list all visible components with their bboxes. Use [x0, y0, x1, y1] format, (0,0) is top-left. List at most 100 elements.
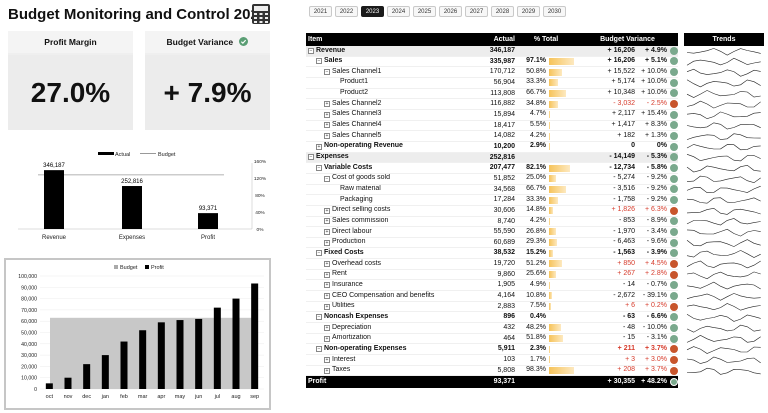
row-pct-bar [549, 239, 557, 247]
legend-actual-label: Actual [115, 152, 130, 158]
row-pct: 82.1% [526, 163, 546, 171]
collapse-toggle-icon[interactable]: − [324, 69, 330, 76]
row-variance-cell: + 5,174 + 10.0% [577, 78, 678, 88]
expand-toggle-icon[interactable]: + [324, 133, 330, 140]
row-pct: 51.8% [526, 334, 546, 342]
expand-toggle-icon[interactable]: + [324, 239, 330, 246]
row-pct-bar [549, 249, 553, 257]
row-actual: 4,164 [497, 292, 515, 300]
year-button-2022[interactable]: 2022 [335, 6, 358, 17]
row-label-cell: + Direct selling costs [306, 206, 484, 216]
collapse-toggle-icon[interactable]: − [316, 165, 322, 172]
row-var-abs: + 267 [617, 270, 635, 278]
expand-toggle-icon[interactable]: + [324, 271, 330, 278]
collapse-toggle-icon[interactable]: − [308, 154, 314, 161]
row-actual: 30,606 [493, 206, 515, 214]
row-actual: 464 [503, 334, 515, 342]
expand-toggle-icon[interactable]: + [324, 292, 330, 299]
expand-toggle-icon[interactable]: + [324, 324, 330, 331]
y-tick-label: 50,000 [21, 331, 37, 337]
collapse-toggle-icon[interactable]: − [316, 250, 322, 257]
year-button-2023[interactable]: 2023 [361, 6, 384, 17]
row-label: Sales Channel1 [332, 67, 382, 75]
row-label: Product1 [340, 78, 369, 86]
row-label-cell: + Taxes [306, 366, 484, 376]
row-pct-cell: 5.5% [515, 121, 577, 131]
y-tick-label: 70,000 [21, 308, 37, 314]
profit-status-dot [670, 378, 678, 387]
row-pct-bar [549, 132, 550, 140]
y-tick-label: 30,000 [21, 353, 37, 359]
year-button-2030[interactable]: 2030 [543, 6, 566, 17]
year-button-2029[interactable]: 2029 [517, 6, 540, 17]
row-pct-bar [549, 207, 553, 215]
row-var-abs: + 16,206 [607, 57, 635, 65]
row-var-abs: + 1,826 [611, 206, 635, 214]
row-status-dot [670, 355, 678, 364]
row-label-cell: + Depreciation [306, 323, 484, 333]
profit-variance: + 30,355 + 48.2% [577, 376, 678, 388]
legend-profit-label: Profit [151, 265, 164, 271]
row-status-dot [670, 238, 678, 247]
expand-toggle-icon[interactable]: + [324, 101, 330, 108]
expand-toggle-icon[interactable]: + [324, 122, 330, 129]
expand-toggle-icon[interactable]: + [324, 228, 330, 235]
trend-sparkline [686, 356, 761, 364]
collapse-toggle-icon[interactable]: − [316, 346, 322, 353]
collapse-toggle-icon[interactable]: − [308, 47, 314, 54]
table-row: + Amortization 464 51.8% - 15 - 3.1% [306, 334, 678, 345]
profit-bar-feb [120, 341, 128, 389]
year-button-2024[interactable]: 2024 [387, 6, 410, 17]
row-pct-cell: 4.7% [515, 110, 577, 120]
row-var-pct: + 10.0% [641, 67, 667, 75]
row-pct-bar [549, 356, 550, 364]
expand-toggle-icon[interactable]: + [324, 207, 330, 214]
row-pct: 4.2% [530, 217, 546, 224]
row-label-cell: + Sales commission [306, 217, 484, 227]
collapse-toggle-icon[interactable]: − [316, 314, 322, 321]
y-tick-label: 90,000 [21, 285, 37, 291]
row-variance-cell: + 211 + 3.7% [577, 344, 678, 354]
row-variance-cell: + 267 + 2.8% [577, 270, 678, 280]
y-tick-label: 0 [34, 387, 37, 393]
row-variance-cell: - 1,970 - 3.4% [577, 227, 678, 237]
expand-toggle-icon[interactable]: + [324, 218, 330, 225]
expand-toggle-icon[interactable]: + [324, 335, 330, 342]
row-var-pct: - 3.1% [646, 334, 667, 342]
collapse-toggle-icon[interactable]: − [316, 58, 322, 65]
header-budget-variance: Budget Variance [600, 36, 655, 43]
expand-toggle-icon[interactable]: + [324, 260, 330, 267]
year-button-2028[interactable]: 2028 [491, 6, 514, 17]
row-variance-cell: + 182 + 1.3% [577, 131, 678, 141]
row-pct: 5.5% [530, 121, 546, 129]
expand-toggle-icon[interactable]: + [324, 111, 330, 118]
expand-toggle-icon[interactable]: + [324, 303, 330, 310]
profit-bar-jun [195, 318, 203, 389]
table-row: − Expenses 252,816 - 14,149 - 5.3% [306, 152, 678, 164]
row-pct-bar [549, 260, 562, 268]
collapse-toggle-icon[interactable]: − [324, 175, 330, 182]
year-button-2027[interactable]: 2027 [465, 6, 488, 17]
profit-bar-aug [232, 298, 240, 389]
year-button-2026[interactable]: 2026 [439, 6, 462, 17]
trends-column: Trends [684, 33, 764, 395]
expand-toggle-icon[interactable]: + [316, 143, 322, 150]
row-label-cell: Product1 [306, 78, 484, 88]
row-pct: 97.1% [526, 57, 546, 65]
row-var-pct: - 9.2% [646, 174, 667, 182]
profit-margin-card: Profit Margin 27.0% [8, 31, 133, 130]
year-button-2021[interactable]: 2021 [309, 6, 332, 17]
row-pct-cell: 48.2% [515, 323, 577, 333]
expand-toggle-icon[interactable]: + [324, 356, 330, 363]
row-var-abs: + 182 [617, 131, 635, 139]
row-variance-cell: - 14 - 0.7% [577, 280, 678, 290]
check-circle-icon [239, 37, 249, 46]
row-variance-cell: - 15 - 3.1% [577, 334, 678, 344]
expand-toggle-icon[interactable]: + [324, 367, 330, 374]
row-variance-cell: + 1,417 + 8.3% [577, 121, 678, 131]
row-var-abs: + 10,348 [607, 89, 635, 97]
row-label: Insurance [332, 280, 363, 288]
year-button-2025[interactable]: 2025 [413, 6, 436, 17]
expand-toggle-icon[interactable]: + [324, 282, 330, 289]
